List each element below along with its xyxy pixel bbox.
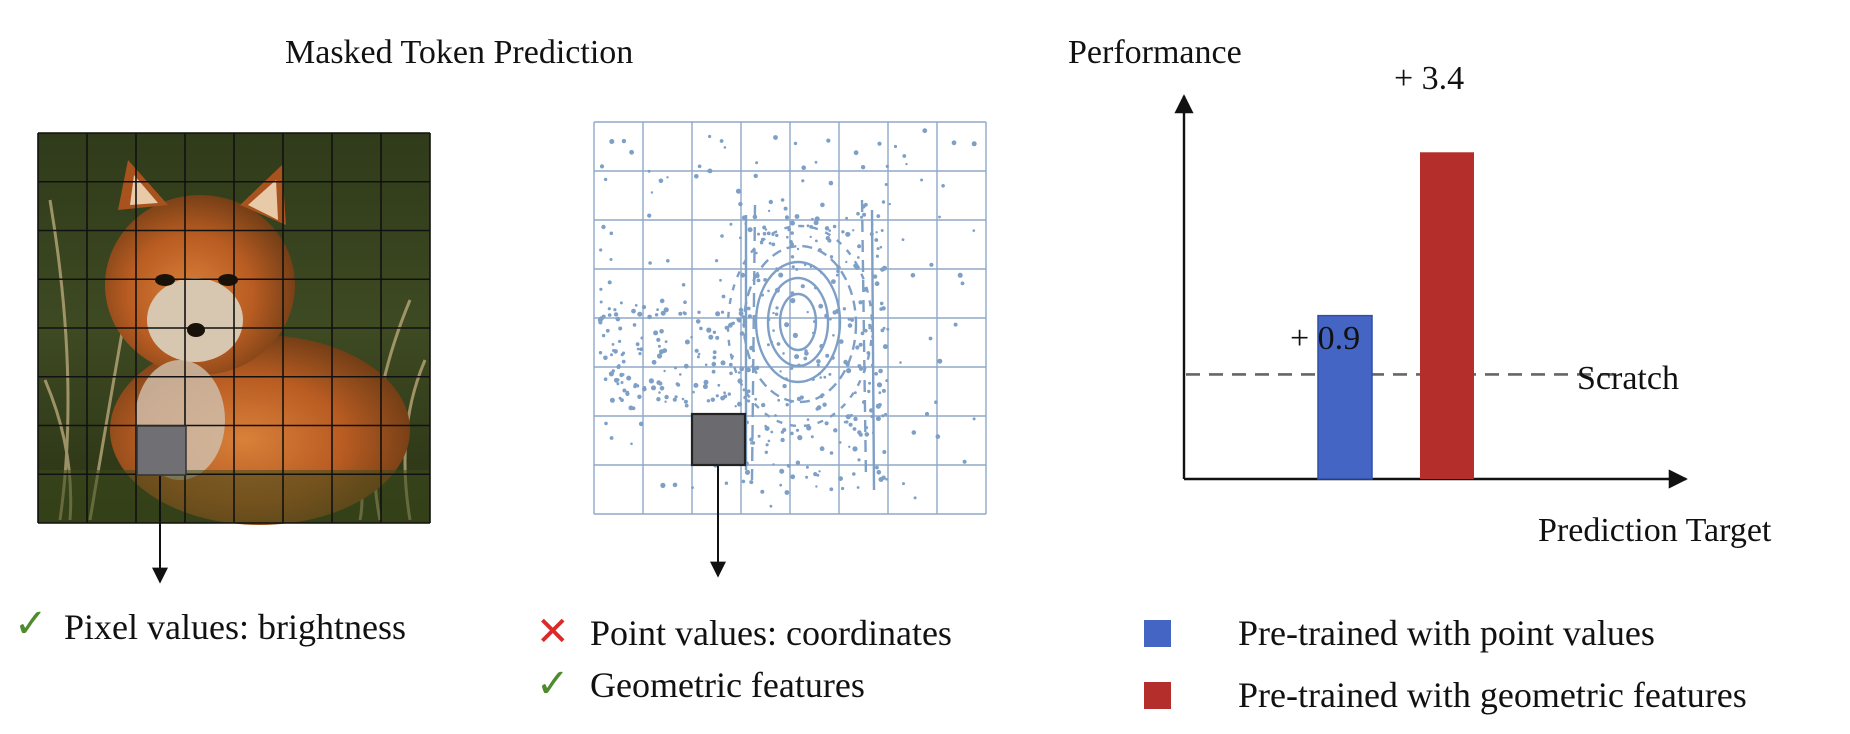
- legend-label-point-values: Pre-trained with point values: [1238, 613, 1655, 653]
- check-icon: ✓: [536, 661, 570, 707]
- bar-annotation-point-values: + 0.9: [1290, 320, 1361, 357]
- point-cloud: [597, 128, 977, 508]
- image-masked-patch: [136, 425, 187, 476]
- legend-swatch-point-values: [1144, 620, 1171, 647]
- image-patch-grid: [37, 132, 431, 524]
- check-icon: ✓: [14, 601, 48, 647]
- point-masked-patch: [690, 412, 747, 467]
- bar-chart: [1174, 94, 1688, 489]
- legend-label-geometric-features: Pre-trained with geometric features: [1238, 675, 1747, 715]
- lidar-rings: [726, 199, 876, 491]
- baseline-label: Scratch: [1577, 360, 1679, 397]
- y-axis-label: Performance: [1068, 34, 1242, 71]
- cross-icon: ✕: [536, 609, 570, 655]
- point-caption-geometric: Geometric features: [590, 665, 865, 705]
- bar-point-values: [1317, 314, 1373, 480]
- point-patch-grid: [593, 121, 987, 515]
- point-caption-coordinates: Point values: coordinates: [590, 613, 952, 653]
- figure-title: Masked Token Prediction: [285, 34, 634, 71]
- bar-annotation-geometric-features: + 3.4: [1394, 60, 1465, 97]
- image-caption: Pixel values: brightness: [64, 607, 406, 647]
- x-axis-label: Prediction Target: [1538, 512, 1772, 549]
- bar-geometric-features: [1420, 152, 1474, 479]
- legend-swatch-geometric-features: [1144, 682, 1171, 709]
